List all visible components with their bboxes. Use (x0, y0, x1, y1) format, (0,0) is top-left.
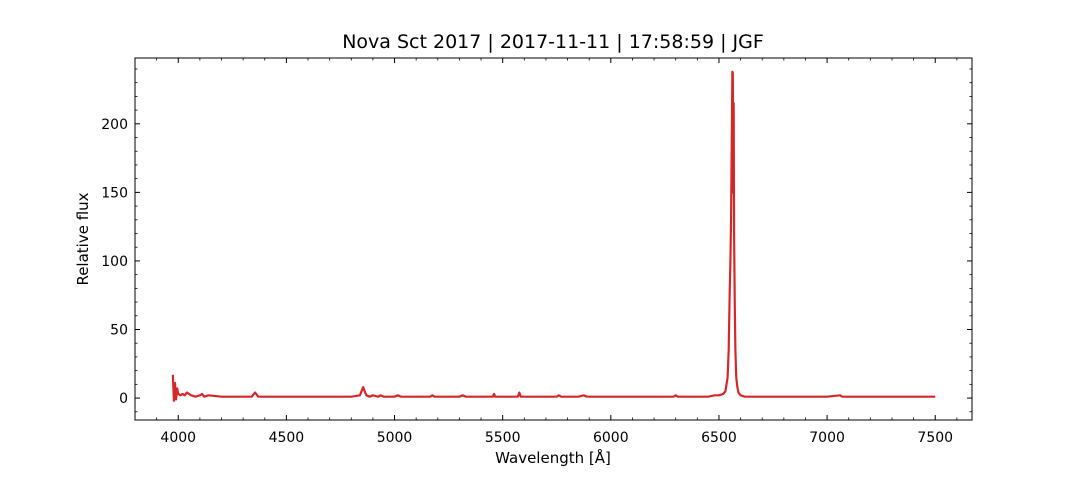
x-axis-label: Wavelength [Å] (495, 448, 611, 467)
y-tick-label: 200 (101, 117, 128, 133)
x-tick-label: 4500 (269, 430, 305, 446)
y-axis-ticks: 0 50 100 150 200 (101, 68, 972, 413)
x-tick-label: 5000 (377, 430, 413, 446)
x-axis-ticks: 4000 4500 5000 5500 6000 6500 7000 7500 (134, 58, 958, 446)
x-tick-label: 5500 (485, 430, 521, 446)
y-tick-label: 50 (110, 323, 128, 339)
y-tick-label: 100 (101, 254, 128, 270)
y-tick-label: 150 (101, 185, 128, 201)
x-tick-label: 6000 (593, 430, 629, 446)
x-tick-label: 4000 (160, 430, 196, 446)
x-tick-label: 6500 (701, 430, 737, 446)
y-axis-label: Relative flux (74, 192, 92, 285)
y-tick-label: 0 (119, 391, 128, 407)
x-tick-label: 7000 (809, 430, 845, 446)
chart-title: Nova Sct 2017 | 2017-11-11 | 17:58:59 | … (342, 31, 764, 53)
plot-area (171, 70, 936, 402)
plot-frame (134, 57, 973, 421)
spectrum-line (171, 70, 936, 402)
x-tick-label: 7500 (917, 430, 953, 446)
